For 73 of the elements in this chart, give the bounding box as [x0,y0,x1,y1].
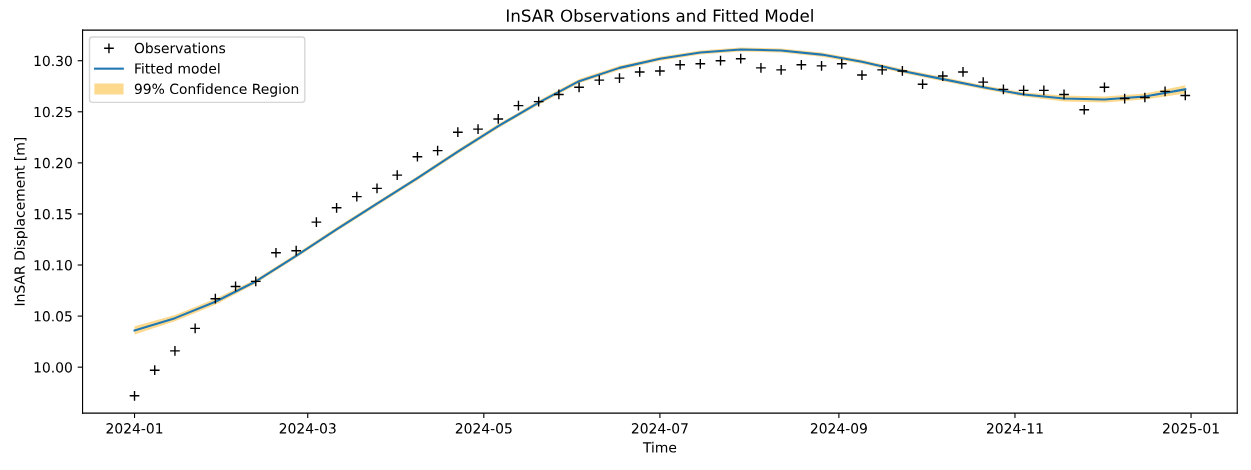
x-tick-label: 2024-07 [631,423,688,434]
point [775,64,787,76]
point [472,123,484,135]
point [573,81,585,93]
point [230,280,242,293]
point [674,59,686,71]
y-tick-label: 10.20 [34,157,72,169]
point [209,293,221,305]
point [977,76,989,88]
point [654,65,666,77]
x-axis-title: Time [642,441,677,453]
point [331,202,343,214]
x-tick-label: 2024-03 [279,423,336,434]
point [128,390,141,402]
point [714,55,727,67]
point [836,58,848,70]
point [270,247,282,259]
point [634,66,646,78]
point [1038,84,1050,96]
point [755,62,767,74]
point [290,245,302,257]
point [492,113,504,125]
legend-label: Fitted model [135,62,220,74]
point [613,72,626,84]
x-tick-label: 2024-09 [810,423,867,434]
point [1078,104,1090,116]
point [896,65,908,77]
point [553,88,565,100]
point [816,60,828,72]
point [1139,91,1151,104]
x-tick-label: 2024-01 [106,423,163,434]
point [795,59,807,71]
y-tick-label: 10.30 [34,55,72,67]
y-tick-label: 10.00 [34,362,72,373]
point [694,58,706,70]
point [351,191,363,203]
point [452,126,464,138]
point [512,100,525,112]
x-tick-label: 2024-11 [986,423,1043,434]
point [149,364,161,376]
point [856,69,868,81]
point [310,216,322,228]
y-tick-label: 10.05 [34,311,72,322]
chart-title: InSAR Observations and Fitted Model [507,9,813,22]
legend-label: Observations [134,42,226,54]
y-axis-title: InSAR Displacement [m] [14,137,28,306]
y-tick-label: 10.15 [34,208,72,220]
point [432,145,444,157]
x-tick-label: 2025-01 [1163,423,1219,434]
point [1058,88,1070,100]
point [1119,92,1131,105]
point [1159,85,1171,97]
y-tick-label: 10.10 [34,259,72,271]
point [391,169,403,181]
point [997,83,1009,95]
y-tick-label: 10.25 [34,106,72,118]
point [593,74,605,86]
point [169,345,181,357]
x-tick-label: 2024-05 [455,423,512,434]
point [250,275,262,287]
point [189,322,201,334]
point [371,182,383,194]
point [411,151,423,163]
point [917,78,929,90]
point [1098,81,1111,93]
point [957,66,969,78]
point [876,64,888,76]
legend-label: 99% Confidence Region [134,83,299,97]
point [533,96,545,108]
point [735,53,747,65]
point [937,70,949,82]
point [1018,84,1030,96]
point [1179,89,1191,102]
